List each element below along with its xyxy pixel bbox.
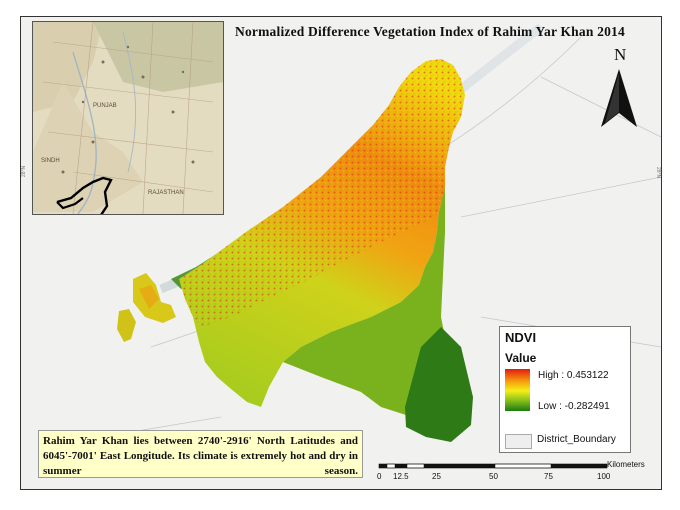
svg-text:28°N: 28°N <box>655 167 661 179</box>
legend-title: NDVI <box>505 330 537 345</box>
inset-label-sindh: SINDH <box>41 158 60 164</box>
scale-tick: 75 <box>544 472 553 481</box>
legend-low-label: Low : -0.282491 <box>538 401 610 412</box>
scale-tick: 50 <box>489 472 498 481</box>
inset-label-punjab: PUNJAB <box>93 103 117 109</box>
north-arrow-icon <box>601 69 637 127</box>
inset-district-outline <box>56 176 113 214</box>
ndvi-map[interactable]: 28°N 28°N <box>21 17 661 489</box>
island-south <box>117 309 136 342</box>
svg-text:28°N: 28°N <box>21 165 27 177</box>
scale-tick: 25 <box>432 472 441 481</box>
map-title: Normalized Difference Vegetation Index o… <box>235 24 625 39</box>
scale-tick: 0 <box>377 472 382 481</box>
scale-tick: 12.5 <box>393 472 409 481</box>
district-boundary-swatch <box>505 434 532 449</box>
scale-unit: Kilometers <box>607 460 645 469</box>
north-label: N <box>614 45 627 64</box>
inset-map: PUNJAB SINDH RAJASTHAN <box>32 21 224 215</box>
inset-label-rajasthan: RAJASTHAN <box>148 190 184 196</box>
map-frame: 28°N 28°N Normalized Difference Vegetati… <box>20 16 662 490</box>
legend: NDVI Value High : 0.453122 Low : -0.2824… <box>499 326 631 453</box>
legend-high-label: High : 0.453122 <box>538 370 609 381</box>
info-text-box: Rahim Yar Khan lies between 2740'-2916' … <box>38 430 363 478</box>
scale-tick: 100 <box>597 472 611 481</box>
scale-bar-labels: Kilometers 0 12.5 25 50 75 100 <box>377 460 657 488</box>
scale-bar <box>378 463 608 469</box>
legend-subtitle: Value <box>505 351 537 365</box>
district-boundary-label: District_Boundary <box>537 434 616 445</box>
legend-color-ramp <box>505 369 530 411</box>
